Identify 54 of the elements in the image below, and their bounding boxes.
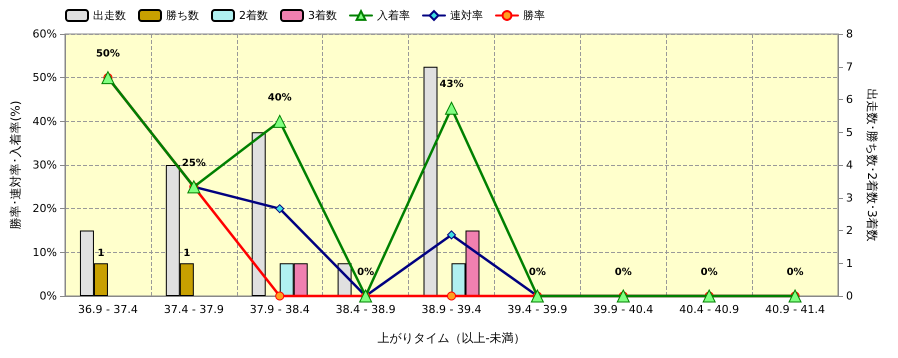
data-label: 43% (440, 79, 464, 90)
data-label: 0% (786, 267, 804, 278)
point (273, 114, 286, 128)
data-label: 0% (700, 267, 718, 278)
y2-tick-label: 7 (846, 60, 853, 74)
data-label: 25% (182, 158, 206, 169)
point (447, 292, 456, 300)
y2-tick-label: 1 (846, 256, 853, 270)
data-label: 1 (97, 248, 104, 259)
y2-tick-label: 6 (846, 93, 853, 106)
point (275, 204, 284, 214)
legend-label: 入着率 (376, 9, 410, 22)
y2-tick-label: 3 (846, 191, 853, 204)
y-tick-label: 20% (32, 202, 57, 216)
legend-label: 連対率 (450, 9, 483, 22)
x-tick-label: 37.4 - 37.9 (164, 303, 224, 316)
y2-tick-label: 2 (846, 224, 853, 237)
y-tick-label: 0% (40, 290, 57, 302)
x-tick-label: 37.9 - 38.4 (250, 303, 310, 316)
data-label: 1 (183, 248, 190, 259)
point (275, 292, 284, 300)
y-tick-label: 30% (32, 158, 57, 172)
y-tick-label: 50% (32, 71, 57, 84)
y2-tick-label: 8 (846, 28, 853, 40)
point (445, 102, 458, 115)
point (447, 230, 456, 240)
bar (424, 66, 438, 296)
legend-label: 勝率 (522, 9, 545, 22)
legend-label: 2着数 (239, 9, 268, 22)
y2-tick-label: 4 (846, 158, 853, 172)
legend-label: 3着数 (308, 9, 337, 22)
y-tick-label: 60% (32, 28, 57, 40)
x-tick-label: 40.9 - 41.4 (765, 303, 826, 316)
legend-label: 出走数 (93, 9, 126, 22)
data-label: 40% (268, 92, 292, 104)
bar (252, 132, 266, 296)
x-tick-label: 39.9 - 40.4 (593, 303, 654, 316)
x-tick-label: 39.4 - 39.9 (507, 303, 568, 316)
data-label: 0% (614, 267, 632, 278)
legend-label: 勝ち数 (166, 9, 199, 22)
x-tick-label: 38.4 - 38.9 (336, 303, 396, 316)
data-label: 50% (96, 48, 120, 60)
x-axis-title: 上がりタイム（以上-未満） (377, 331, 526, 345)
y-tick-label: 10% (32, 246, 57, 259)
y-axis-title: 勝率･連対率･入着率(%) (8, 100, 23, 230)
y2-axis-title: 出走数･勝ち数･2着数･3着数 (865, 88, 879, 242)
data-label: 0% (357, 267, 374, 278)
data-label: 0% (528, 267, 546, 278)
x-tick-label: 36.9 - 37.4 (78, 303, 138, 316)
y2-tick-label: 5 (846, 126, 853, 139)
x-tick-label: 40.4 - 40.9 (679, 303, 740, 316)
y-tick-label: 40% (32, 114, 57, 128)
x-tick-label: 38.9 - 39.4 (422, 303, 482, 316)
y2-tick-label: 0 (846, 290, 853, 302)
